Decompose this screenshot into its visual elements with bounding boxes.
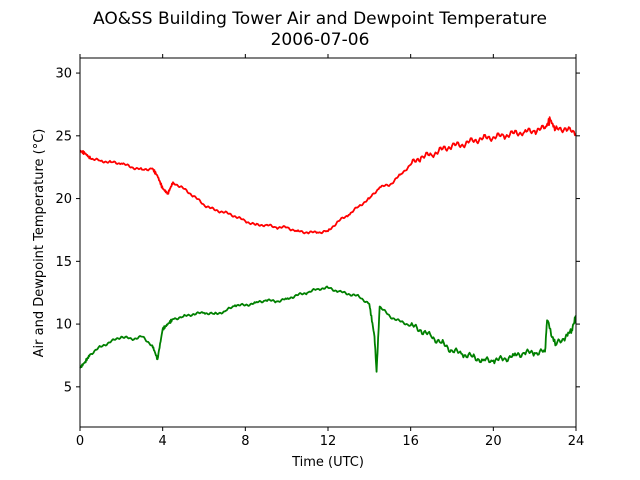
x-tick-label: 0 [76, 434, 84, 449]
y-tick-label: 5 [64, 380, 72, 395]
series-layer [79, 116, 577, 373]
x-tick-label: 16 [402, 434, 419, 449]
series-line-dewpoint [79, 285, 577, 373]
y-tick-label: 25 [55, 129, 72, 144]
y-tick-label: 10 [55, 318, 72, 333]
x-tick-label: 12 [320, 434, 337, 449]
y-axis-label: Air and Dewpoint Temperature (°C) [32, 129, 47, 358]
x-tick-label: 20 [485, 434, 502, 449]
y-axis: 5 10 15 20 25 30 [55, 67, 580, 395]
x-axis-label: Time (UTC) [291, 455, 364, 470]
x-axis: 0 4 8 12 16 20 24 [76, 54, 584, 449]
x-tick-label: 4 [159, 434, 167, 449]
chart-subtitle: 2006-07-06 [271, 30, 370, 50]
chart-title: AO&SS Building Tower Air and Dewpoint Te… [93, 9, 547, 29]
y-tick-label: 15 [55, 255, 72, 270]
y-tick-label: 30 [55, 67, 72, 82]
y-tick-label: 20 [55, 192, 72, 207]
x-tick-label: 24 [568, 434, 585, 449]
x-tick-label: 8 [241, 434, 249, 449]
series-line-air [79, 116, 577, 235]
